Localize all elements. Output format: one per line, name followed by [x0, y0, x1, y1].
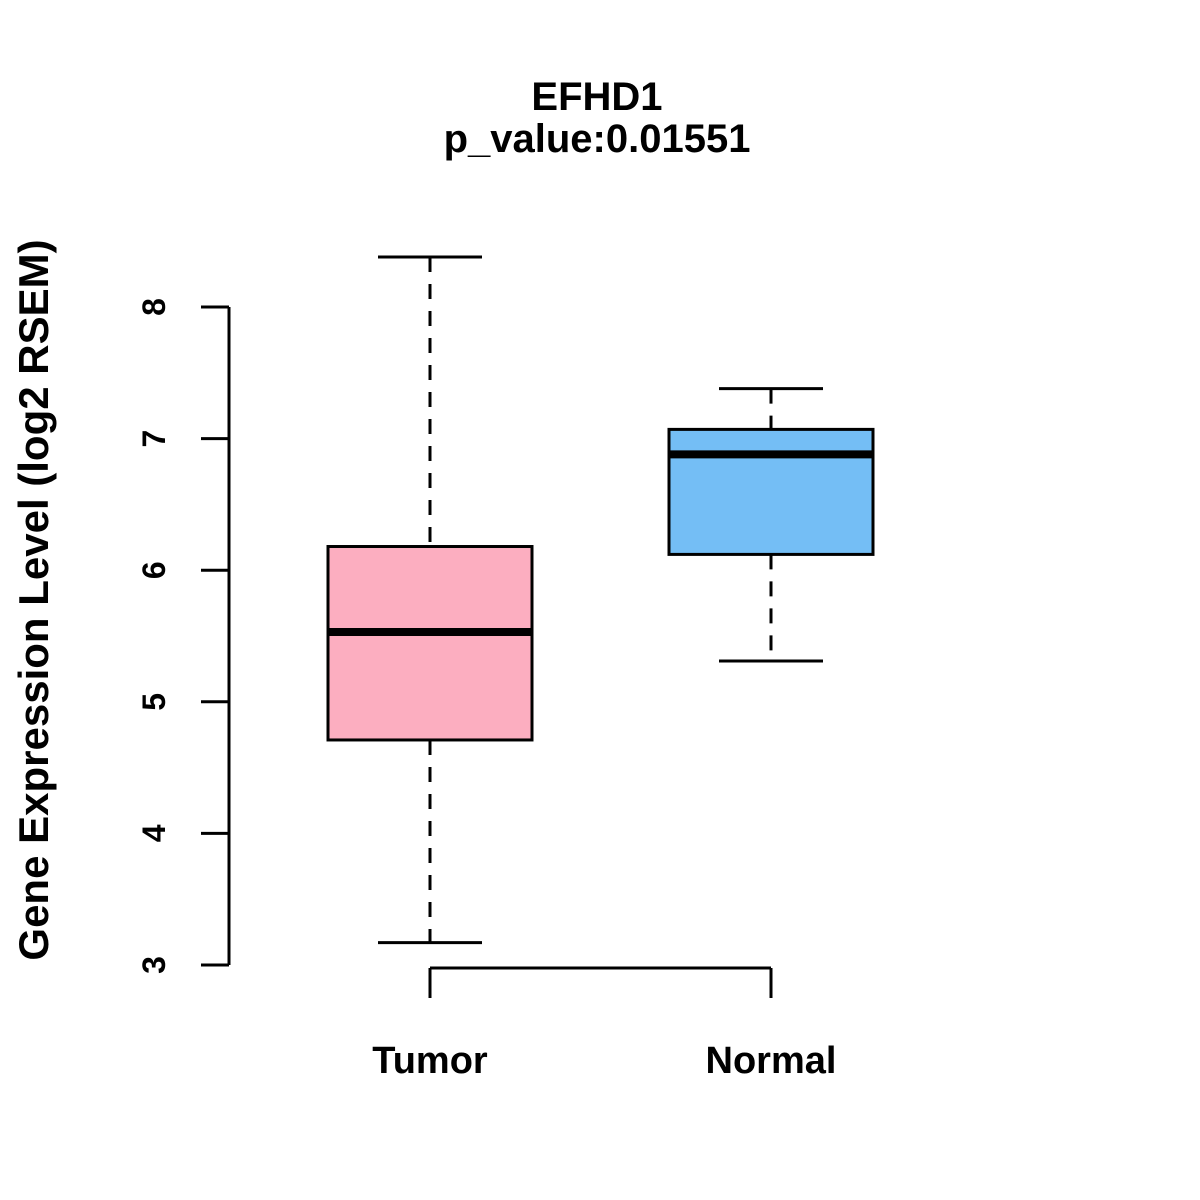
box-normal	[667, 427, 875, 556]
x-tick-label-normal: Normal	[706, 1040, 837, 1082]
chart-title: EFHD1	[531, 75, 662, 119]
y-tick-label: 7	[136, 430, 172, 448]
y-tick-label: 4	[136, 824, 172, 842]
y-tick-label: 6	[136, 561, 172, 579]
box-tumor	[326, 545, 534, 742]
plot-layer: 3 4 5 6 7 8 Tumor Normal	[136, 255, 875, 1082]
y-tick-label: 8	[136, 298, 172, 316]
y-axis-label: Gene Expression Level (log2 RSEM)	[10, 239, 57, 960]
y-tick-label: 3	[136, 956, 172, 974]
y-tick-label: 5	[136, 693, 172, 711]
chart-subtitle: p_value:0.01551	[444, 117, 751, 161]
x-tick-label-tumor: Tumor	[372, 1040, 488, 1082]
